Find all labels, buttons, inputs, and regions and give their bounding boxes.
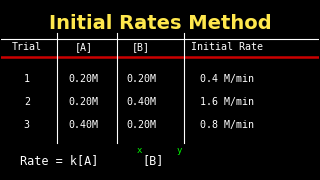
Text: y: y (177, 146, 182, 155)
Text: 0.20M: 0.20M (126, 74, 156, 84)
Text: 0.20M: 0.20M (69, 74, 99, 84)
Text: Initial Rates Method: Initial Rates Method (49, 14, 271, 33)
Text: 3: 3 (24, 120, 30, 130)
Text: Rate = k[A]: Rate = k[A] (20, 154, 99, 167)
Text: 1: 1 (24, 74, 30, 84)
Text: [B]: [B] (142, 154, 164, 167)
Text: 0.40M: 0.40M (69, 120, 99, 130)
Text: Trial: Trial (12, 42, 42, 52)
Text: x: x (136, 146, 141, 155)
Text: 0.20M: 0.20M (69, 97, 99, 107)
Text: 0.8 M/min: 0.8 M/min (200, 120, 254, 130)
Text: Initial Rate: Initial Rate (191, 42, 263, 52)
Text: [B]: [B] (132, 42, 150, 52)
Text: [A]: [A] (75, 42, 93, 52)
Text: 1.6 M/min: 1.6 M/min (200, 97, 254, 107)
Text: 0.40M: 0.40M (126, 97, 156, 107)
Text: 0.20M: 0.20M (126, 120, 156, 130)
Text: 0.4 M/min: 0.4 M/min (200, 74, 254, 84)
Text: 2: 2 (24, 97, 30, 107)
